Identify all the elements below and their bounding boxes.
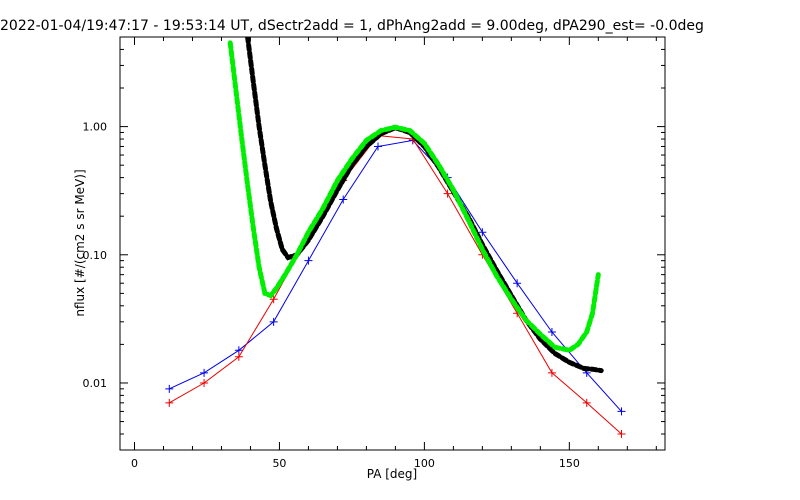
x-axis-label: PA [deg] (367, 467, 417, 481)
data-point-series_blue (200, 368, 209, 377)
data-point-series_red (165, 398, 174, 407)
data-point-series_blue (304, 256, 313, 265)
data-point-series_red (547, 368, 556, 377)
data-point-series_blue (547, 327, 556, 336)
y-tick-label: 0.10 (83, 249, 108, 262)
x-tick-label: 100 (414, 457, 435, 470)
data-point-series_red (200, 378, 209, 387)
data-point-series_red (443, 189, 452, 198)
y-tick-label: 1.00 (83, 121, 108, 134)
data-point-series_red (269, 295, 278, 304)
data-point-series_red (234, 352, 243, 361)
series-line-series_blue (169, 139, 622, 412)
data-layer (165, 37, 626, 438)
y-axis-label: nflux [#/(cm2 s sr MeV)] (73, 169, 87, 316)
fit-curve-fit_green (227, 40, 601, 353)
x-tick-label: 0 (131, 457, 138, 470)
data-point-series_blue (478, 228, 487, 237)
tick-layer: 0 50 100 150 0.01 0.10 1.00 (83, 36, 665, 470)
data-point-series_blue (513, 279, 522, 288)
data-point-series_blue (165, 384, 174, 393)
data-point-series_red (617, 429, 626, 438)
y-tick-label: 0.01 (83, 377, 108, 390)
data-point-series_blue (374, 142, 383, 151)
x-tick-label: 150 (559, 457, 580, 470)
series-line-series_red (169, 135, 622, 435)
data-point-series_blue (617, 407, 626, 416)
axes-frame (119, 36, 666, 451)
data-point-series_red (582, 398, 591, 407)
x-tick-label: 50 (272, 457, 286, 470)
data-point-series_blue (269, 317, 278, 326)
chart-title: 2022-01-04/19:47:17 - 19:53:14 UT, dSect… (0, 18, 704, 34)
data-point-series_blue (339, 195, 348, 204)
